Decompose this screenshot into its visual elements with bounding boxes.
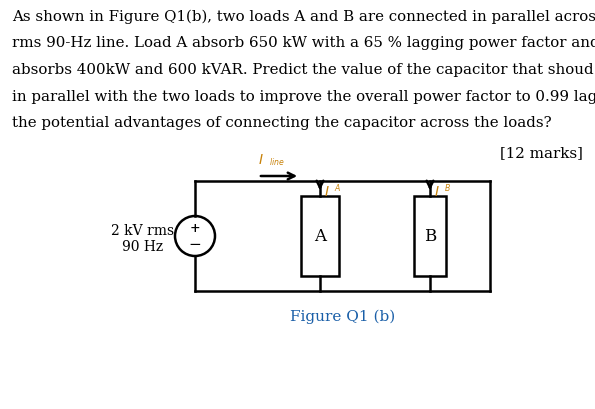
Text: $_{line}$: $_{line}$ [269, 156, 285, 169]
Text: $I$: $I$ [434, 184, 440, 198]
Text: B: B [424, 228, 436, 245]
Text: +: + [190, 222, 201, 235]
Text: Figure Q1 (b): Figure Q1 (b) [290, 309, 395, 324]
Text: 90 Hz: 90 Hz [123, 239, 164, 254]
Text: absorbs 400kW and 600 kVAR. Predict the value of the capacitor that shoud be add: absorbs 400kW and 600 kVAR. Predict the … [12, 63, 595, 77]
Text: [12 marks]: [12 marks] [500, 146, 583, 160]
Text: −: − [189, 237, 201, 252]
Text: $_A$: $_A$ [334, 182, 341, 195]
Text: $I$: $I$ [324, 184, 330, 198]
Text: A: A [314, 228, 326, 245]
Text: $I$: $I$ [258, 153, 264, 166]
Text: the potential advantages of connecting the capacitor across the loads?: the potential advantages of connecting t… [12, 116, 552, 130]
Text: As shown in Figure Q1(b), two loads A and B are connected in parallel across a 2: As shown in Figure Q1(b), two loads A an… [12, 10, 595, 24]
Text: in parallel with the two loads to improve the overall power factor to 0.99 laggi: in parallel with the two loads to improv… [12, 89, 595, 103]
Text: 2 kV rms: 2 kV rms [111, 223, 174, 237]
Text: $_B$: $_B$ [444, 182, 451, 195]
Bar [301, 196, 339, 276]
Bar [414, 196, 446, 276]
Text: rms 90-Hz line. Load A absorb 650 kW with a 65 % lagging power factor and load B: rms 90-Hz line. Load A absorb 650 kW wit… [12, 36, 595, 50]
